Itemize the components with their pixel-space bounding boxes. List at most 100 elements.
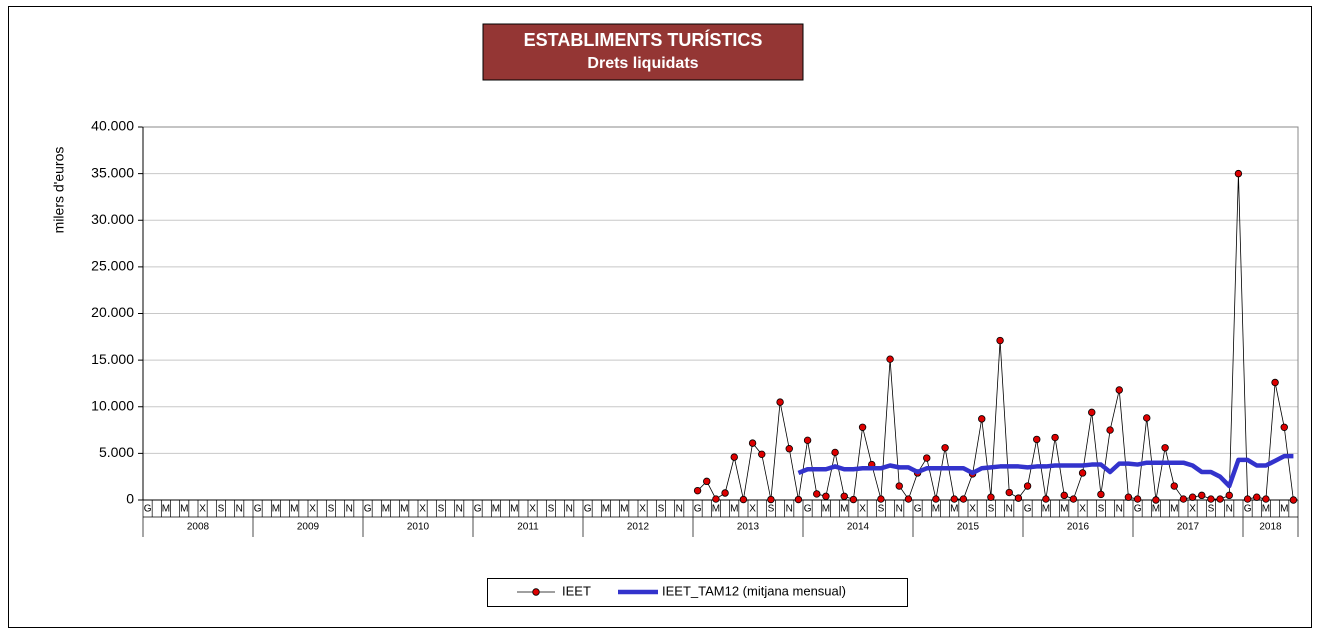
x-tick-label: X — [859, 504, 866, 515]
x-tick-label: G — [1024, 504, 1032, 515]
point-marker — [895, 482, 903, 490]
point-marker — [1188, 493, 1197, 501]
point-marker — [1179, 495, 1188, 503]
point-marker — [693, 486, 702, 495]
year-label: 2009 — [297, 522, 320, 533]
x-tick-label: G — [1134, 504, 1142, 515]
y-tick-label: 10.000 — [91, 397, 134, 413]
point-marker — [1143, 414, 1151, 422]
x-tick-label: X — [1079, 504, 1086, 515]
year-label: 2018 — [1259, 522, 1282, 533]
legend-marker — [532, 588, 540, 596]
x-tick-label: S — [548, 504, 555, 515]
point-marker — [831, 448, 839, 457]
y-tick-label: 0 — [126, 491, 134, 507]
point-marker — [1234, 169, 1243, 178]
x-tick-label: S — [878, 504, 885, 515]
point-marker — [1097, 490, 1105, 499]
x-tick-label: X — [1189, 504, 1196, 515]
x-tick-label: N — [1116, 504, 1123, 515]
y-tick-label: 25.000 — [91, 258, 134, 274]
y-tick-label: 35.000 — [91, 164, 134, 180]
point-marker — [1051, 433, 1059, 442]
x-tick-label: G — [694, 504, 702, 515]
x-tick-label: M — [272, 504, 280, 515]
x-tick-label: M — [290, 504, 298, 515]
point-marker — [1271, 378, 1279, 387]
x-tick-label: G — [364, 504, 372, 515]
y-tick-label: 15.000 — [91, 351, 134, 367]
point-marker — [978, 415, 986, 423]
x-tick-label: M — [932, 504, 940, 515]
year-label: 2010 — [407, 522, 430, 533]
point-marker — [1216, 495, 1224, 503]
point-marker — [1088, 408, 1096, 417]
x-tick-label: N — [236, 504, 243, 515]
average-line — [797, 453, 1294, 489]
x-tick-label: G — [254, 504, 262, 515]
x-tick-label: M — [162, 504, 170, 515]
x-tick-label: S — [1208, 504, 1215, 515]
x-tick-label: G — [144, 504, 152, 515]
point-marker — [758, 450, 766, 459]
y-tick-label: 20.000 — [91, 304, 134, 320]
year-label: 2015 — [957, 522, 980, 533]
legend-box — [487, 578, 908, 607]
point-marker — [712, 495, 720, 503]
point-marker — [1280, 423, 1288, 431]
year-label: 2017 — [1177, 522, 1200, 533]
point-marker — [1005, 488, 1013, 497]
chart-title: ESTABLIMENTS TURÍSTICS — [524, 29, 763, 50]
x-tick-label: M — [950, 504, 958, 515]
y-axis-label: milers d'euros — [51, 147, 67, 234]
x-tick-label: M — [180, 504, 188, 515]
point-marker — [1225, 491, 1233, 500]
year-label: 2014 — [847, 522, 870, 533]
x-tick-label: G — [914, 504, 922, 515]
point-marker — [721, 489, 729, 497]
x-tick-label: M — [382, 504, 390, 515]
x-tick-label: S — [768, 504, 775, 515]
point-marker — [1124, 493, 1133, 501]
point-marker — [767, 495, 775, 504]
point-marker — [1033, 435, 1041, 444]
x-tick-label: N — [1226, 504, 1233, 515]
x-tick-label: N — [676, 504, 683, 515]
point-marker — [739, 495, 748, 504]
point-marker — [813, 490, 821, 498]
point-marker — [1262, 495, 1270, 503]
chart-subtitle: Drets liquidats — [587, 55, 698, 72]
point-marker — [1078, 469, 1087, 477]
x-tick-label: X — [529, 504, 536, 515]
x-tick-label: M — [1152, 504, 1160, 515]
x-tick-label: N — [346, 504, 353, 515]
year-label: 2012 — [627, 522, 650, 533]
x-tick-label: M — [1060, 504, 1068, 515]
year-label: 2008 — [187, 522, 210, 533]
point-marker — [1253, 493, 1261, 501]
x-tick-label: X — [309, 504, 316, 515]
point-marker — [950, 495, 958, 503]
point-marker — [1133, 495, 1142, 503]
point-marker — [1014, 494, 1023, 502]
x-tick-label: M — [712, 504, 720, 515]
point-marker — [748, 439, 757, 447]
point-marker — [794, 495, 803, 504]
x-tick-label: S — [218, 504, 225, 515]
x-tick-label: N — [456, 504, 463, 515]
legend-label: IEET — [562, 583, 591, 598]
x-tick-label: M — [602, 504, 610, 515]
x-tick-label: X — [199, 504, 206, 515]
chart-border — [8, 6, 1312, 628]
x-tick-label: N — [1006, 504, 1013, 515]
point-marker — [886, 355, 894, 363]
x-tick-label: X — [639, 504, 646, 515]
x-tick-label: S — [328, 504, 335, 515]
point-marker — [776, 398, 784, 406]
legend-label: IEET_TAM12 (mitjana mensual) — [662, 583, 846, 598]
x-tick-label: S — [658, 504, 665, 515]
point-marker — [1161, 444, 1169, 452]
year-label: 2016 — [1067, 522, 1090, 533]
